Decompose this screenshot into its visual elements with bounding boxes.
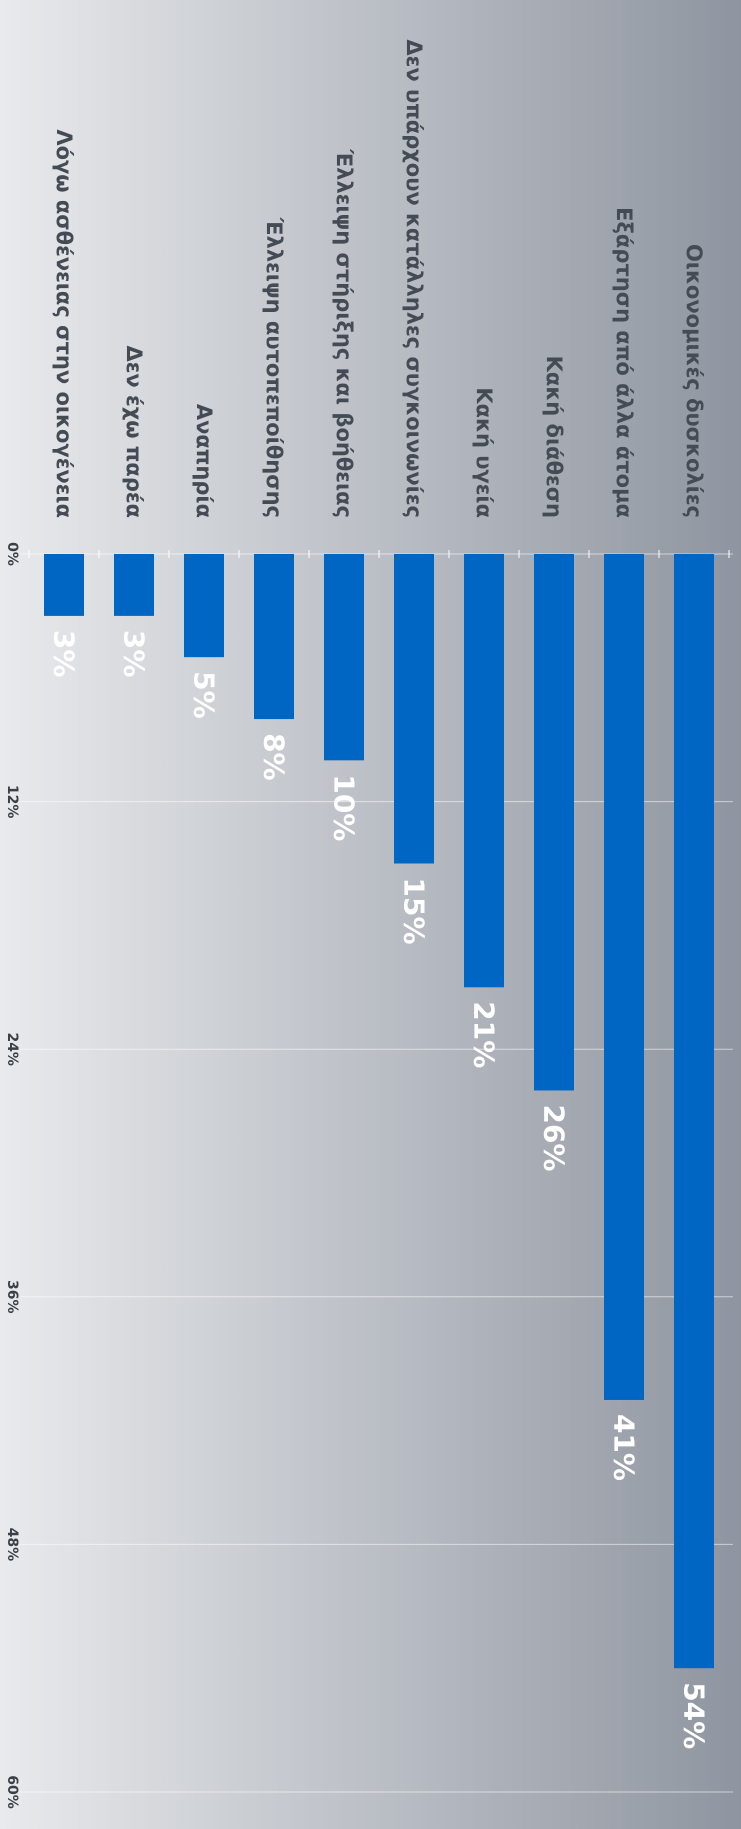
category-label: Λόγω ασθένειας στην οικογένεια xyxy=(52,129,76,518)
category-label: Αναπηρία xyxy=(192,404,216,518)
tick-label: 48% xyxy=(4,1528,20,1562)
value-label: 3% xyxy=(48,630,81,678)
bar xyxy=(254,554,294,720)
category-label: Κακή διάθεση xyxy=(542,356,566,518)
value-label: 21% xyxy=(468,1001,501,1068)
category-label: Δεν έχω παρέα xyxy=(122,345,146,518)
value-label: 41% xyxy=(608,1414,641,1481)
category-label: Έλλειψη αυτοπεποίθησης xyxy=(262,217,286,518)
category-label: Έλλειψη στήριξης και βοήθειας xyxy=(332,148,356,518)
value-label: 54% xyxy=(678,1682,711,1749)
category-label: Δεν υπάρχουν κατάλληλες συγκοινωνίες xyxy=(402,39,426,518)
bar xyxy=(604,554,644,1400)
bar xyxy=(44,554,84,616)
bar xyxy=(394,554,434,864)
tick-label: 60% xyxy=(4,1775,20,1809)
category-label: Κακή υγεία xyxy=(472,387,496,518)
chart-plot: 0% 12% 24% 36% 48% 60% 54% Οικονομικές δυσκολίε… xyxy=(4,39,733,1809)
category-label: Εξάρτηση από άλλα άτομα xyxy=(612,207,636,518)
tick-label: 36% xyxy=(4,1280,20,1314)
value-label: 15% xyxy=(398,878,431,945)
tick-label: 24% xyxy=(4,1032,20,1066)
value-label: 3% xyxy=(118,630,151,678)
category-label: Οικονομικές δυσκολίες xyxy=(682,244,706,518)
value-label: 10% xyxy=(328,774,361,841)
bar xyxy=(114,554,154,616)
value-label: 26% xyxy=(538,1104,571,1171)
tick-label: 0% xyxy=(4,542,20,566)
value-label: 5% xyxy=(188,671,221,719)
bar xyxy=(674,554,714,1669)
value-label: 8% xyxy=(258,733,291,781)
bar xyxy=(184,554,224,658)
bar xyxy=(464,554,504,988)
bar xyxy=(324,554,364,761)
bar xyxy=(534,554,574,1091)
tick-label: 12% xyxy=(4,785,20,819)
